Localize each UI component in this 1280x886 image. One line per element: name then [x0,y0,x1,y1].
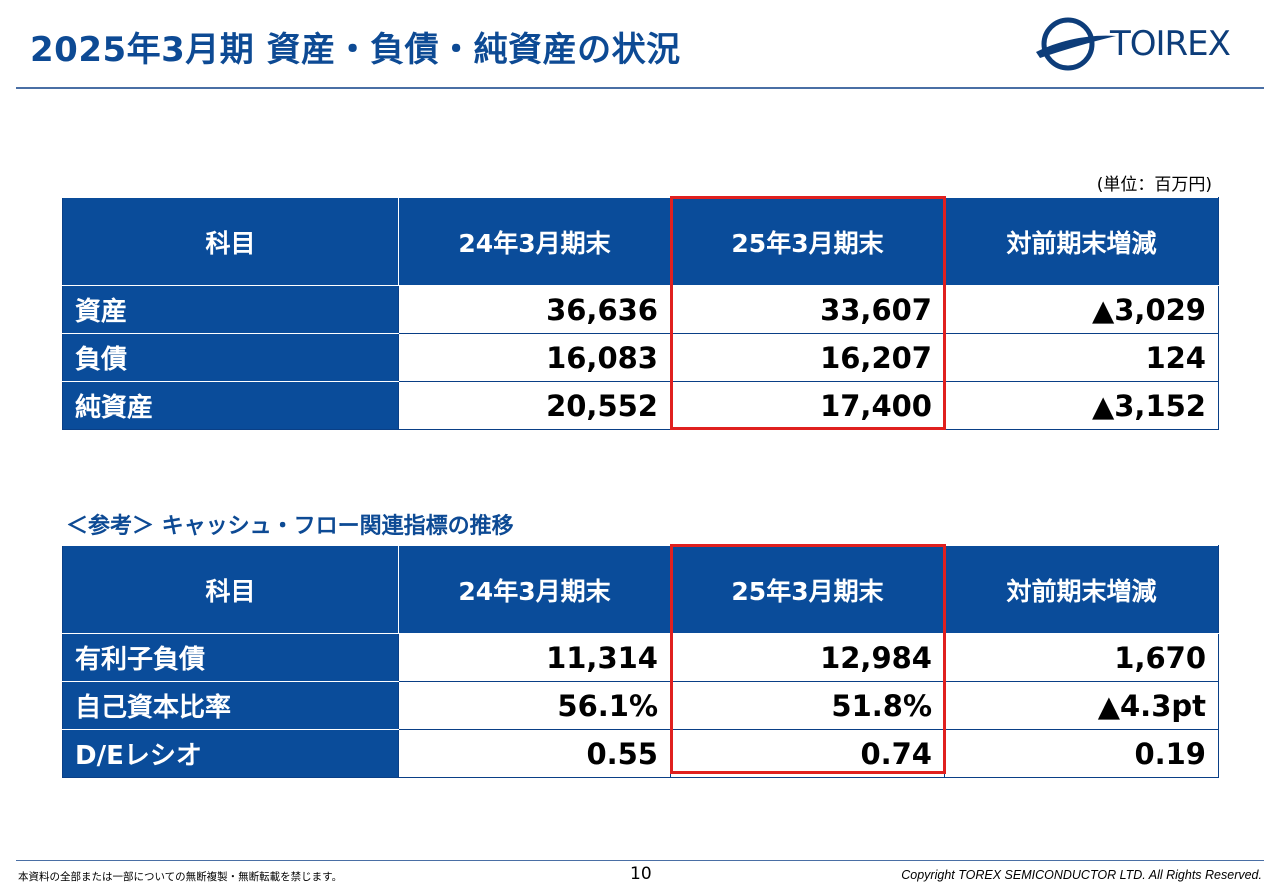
logo-text: TOIREX [1110,24,1231,64]
value-prev: 11,314 [398,633,671,682]
header-item: 科目 [62,545,399,634]
table-row: 純資産 20,552 17,400 ▲3,152 [62,381,1219,430]
value-diff: ▲3,152 [944,381,1219,430]
row-label: D/Eレシオ [62,729,399,778]
table-header-row: 科目 24年3月期末 25年3月期末 対前期末増減 [62,197,1219,286]
row-label: 有利子負債 [62,633,399,682]
value-curr: 17,400 [670,381,945,430]
value-diff: 1,670 [944,633,1219,682]
footer-copyright: Copyright TOREX SEMICONDUCTOR LTD. All R… [901,868,1262,882]
row-label: 自己資本比率 [62,681,399,730]
value-prev: 20,552 [398,381,671,430]
value-diff: ▲3,029 [944,285,1219,334]
table-row: 有利子負債 11,314 12,984 1,670 [62,633,1219,682]
value-curr: 33,607 [670,285,945,334]
value-prev: 0.55 [398,729,671,778]
header-prev: 24年3月期末 [398,197,671,286]
row-label: 資産 [62,285,399,334]
value-prev: 16,083 [398,333,671,382]
row-label: 純資産 [62,381,399,430]
unit-note: (単位：百万円) [1096,175,1212,195]
header-curr: 25年3月期末 [670,545,945,634]
value-prev: 56.1% [398,681,671,730]
torex-logo: TOIREX [1030,12,1245,76]
header-diff: 対前期末増減 [944,545,1219,634]
value-diff: ▲4.3pt [944,681,1219,730]
table-header-row: 科目 24年3月期末 25年3月期末 対前期末増減 [62,545,1219,634]
value-prev: 36,636 [398,285,671,334]
header-diff: 対前期末増減 [944,197,1219,286]
table-row: 資産 36,636 33,607 ▲3,029 [62,285,1219,334]
table-row: 自己資本比率 56.1% 51.8% ▲4.3pt [62,681,1219,730]
header-prev: 24年3月期末 [398,545,671,634]
row-label: 負債 [62,333,399,382]
page-title: 2025年3月期 資産・負債・純資産の状況 [30,30,681,70]
logo-orbit-icon [1036,17,1116,71]
footer-divider [16,860,1264,861]
value-diff: 124 [944,333,1219,382]
footer-notice: 本資料の全部または一部についての無断複製・無断転載を禁じます。 [18,871,343,883]
value-curr: 12,984 [670,633,945,682]
cashflow-table: 科目 24年3月期末 25年3月期末 対前期末増減 有利子負債 11,314 1… [62,545,1219,778]
header-divider [16,87,1264,89]
table-row: 負債 16,083 16,207 124 [62,333,1219,382]
value-diff: 0.19 [944,729,1219,778]
page-number: 10 [630,864,652,884]
value-curr: 51.8% [670,681,945,730]
header-item: 科目 [62,197,399,286]
header-curr: 25年3月期末 [670,197,945,286]
value-curr: 0.74 [670,729,945,778]
value-curr: 16,207 [670,333,945,382]
balance-table: 科目 24年3月期末 25年3月期末 対前期末増減 資産 36,636 33,6… [62,197,1219,430]
table-row: D/Eレシオ 0.55 0.74 0.19 [62,729,1219,778]
reference-section-title: ＜参考＞ キャッシュ・フロー関連指標の推移 [66,514,514,539]
